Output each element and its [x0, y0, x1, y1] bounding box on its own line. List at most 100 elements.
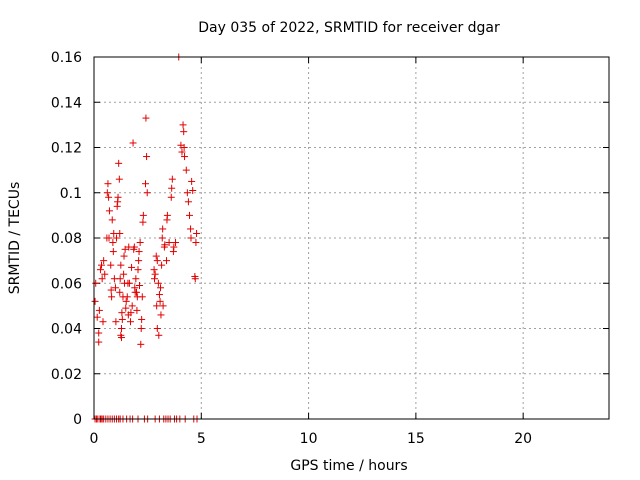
data-point — [135, 282, 143, 290]
data-point — [135, 257, 143, 265]
plot-frame — [93, 56, 610, 420]
data-point — [152, 252, 160, 260]
data-point — [101, 270, 109, 278]
data-point — [167, 193, 175, 201]
data-point — [191, 275, 199, 283]
data-point — [139, 211, 147, 219]
y-tick-label: 0.04 — [51, 322, 82, 338]
data-point — [181, 153, 189, 161]
data-point — [138, 293, 146, 301]
data-point — [130, 243, 138, 251]
x-tick-label: 10 — [300, 431, 318, 447]
data-point — [189, 186, 197, 194]
data-point — [183, 189, 191, 197]
data-point — [96, 266, 104, 274]
data-point — [137, 340, 145, 348]
data-point — [137, 325, 145, 332]
data-point — [139, 218, 147, 226]
data-point — [117, 325, 125, 332]
data-point — [98, 261, 106, 269]
y-tick-label: 0.06 — [51, 276, 82, 292]
data-point — [161, 241, 169, 249]
data-point — [165, 239, 173, 247]
data-point — [92, 279, 100, 287]
y-tick-label: 0.02 — [51, 367, 82, 383]
data-point — [129, 139, 137, 147]
data-point — [116, 229, 124, 237]
data-point — [120, 270, 128, 278]
data-point — [109, 248, 117, 256]
data-point — [157, 284, 165, 292]
data-point — [151, 275, 159, 283]
data-point — [179, 121, 187, 129]
data-point — [143, 189, 151, 197]
data-point — [104, 180, 112, 188]
data-point — [168, 175, 176, 183]
data-point — [180, 144, 188, 151]
data-point — [105, 234, 113, 242]
y-tick-label: 0 — [73, 412, 82, 428]
data-point — [159, 225, 167, 233]
data-point — [134, 266, 142, 274]
data-point — [180, 128, 188, 136]
data-point — [125, 279, 133, 287]
data-point — [118, 315, 126, 323]
data-point — [91, 297, 99, 305]
data-point — [143, 153, 151, 161]
data-point — [153, 302, 161, 310]
y-tick-label: 0.16 — [51, 50, 82, 66]
data-point — [182, 166, 190, 174]
data-point — [158, 261, 166, 269]
x-tick-label: 15 — [407, 431, 425, 447]
y-tick-label: 0.14 — [51, 95, 82, 111]
data-point — [150, 266, 158, 274]
data-point — [118, 309, 126, 317]
data-point — [158, 234, 166, 242]
data-point — [128, 302, 136, 310]
data-point — [108, 216, 116, 224]
y-tick-label: 0.1 — [60, 186, 82, 202]
data-point — [127, 309, 135, 317]
data-point — [184, 198, 192, 206]
data-point — [151, 270, 159, 278]
data-point — [126, 318, 134, 326]
data-point — [142, 180, 149, 188]
y-tick-label: 0.12 — [51, 141, 82, 157]
data-point — [163, 257, 171, 265]
data-point — [108, 293, 116, 301]
data-point — [132, 288, 140, 296]
data-point — [157, 311, 165, 319]
data-point — [109, 239, 117, 247]
x-tick-label: 0 — [90, 431, 99, 447]
data-point — [93, 313, 101, 321]
data-point — [170, 243, 178, 251]
chart-title: Day 035 of 2022, SRMTID for receiver dga… — [198, 20, 500, 36]
data-point — [193, 229, 201, 237]
data-point — [155, 331, 163, 339]
data-point — [163, 211, 171, 219]
y-tick-label: 0.08 — [51, 231, 82, 247]
data-point — [153, 325, 161, 332]
y-axis-label: SRMTID / TECUs — [7, 182, 23, 295]
data-point — [95, 306, 103, 314]
data-point — [107, 261, 115, 269]
data-point — [95, 329, 103, 337]
data-point — [135, 248, 143, 256]
data-point — [98, 275, 106, 283]
data-point — [156, 297, 164, 305]
data-point — [122, 297, 130, 305]
data-point — [123, 293, 131, 301]
data-point — [155, 291, 163, 299]
data-point — [138, 315, 146, 323]
data-point — [112, 318, 120, 326]
data-point — [172, 239, 180, 247]
data-point — [128, 263, 136, 271]
data-point — [142, 114, 150, 122]
data-point — [121, 245, 129, 253]
data-point — [105, 207, 113, 215]
data-point — [95, 338, 103, 346]
data-point — [159, 302, 167, 310]
x-tick-label: 5 — [197, 431, 206, 447]
data-point — [153, 257, 161, 265]
